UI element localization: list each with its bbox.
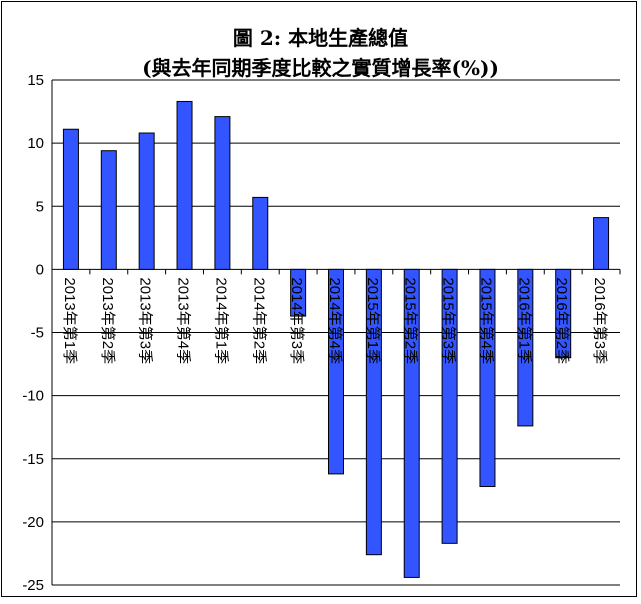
bar [403, 268, 420, 578]
category-label: 2015年第1季 [364, 277, 382, 364]
bar [214, 116, 231, 270]
y-tick-label: 15 [27, 72, 44, 89]
bar [555, 268, 572, 359]
category-label: 2013年第2季 [99, 277, 117, 364]
chart-title: 圖 2: 本地生產總值 [232, 26, 409, 50]
category-label: 2014年第2季 [250, 277, 268, 364]
y-tick-label: -15 [22, 451, 44, 468]
category-label: 2015年第2季 [402, 277, 420, 364]
category-label: 2015年第4季 [477, 277, 495, 364]
category-label: 2016年第2季 [553, 277, 571, 364]
category-label: 2013年第1季 [61, 277, 79, 364]
bar [593, 217, 610, 270]
bar [100, 150, 117, 270]
bar [176, 100, 193, 270]
category-label: 2013年第4季 [175, 277, 193, 364]
y-tick-label: 0 [36, 261, 44, 278]
chart-subtitle: (與去年同期季度比較之實質增長率(%)) [142, 56, 499, 80]
y-tick-label: -10 [22, 388, 44, 405]
y-tick-label: -20 [22, 514, 44, 531]
category-label: 2015年第3季 [440, 277, 458, 364]
bar [441, 268, 458, 544]
bar [138, 132, 155, 270]
y-tick-label: 10 [27, 135, 44, 152]
category-label: 2014年第3季 [288, 277, 306, 364]
category-label: 2014年第4季 [326, 277, 344, 364]
y-tick-label: 5 [36, 198, 44, 215]
category-label: 2016年第1季 [515, 277, 533, 364]
bar [517, 268, 534, 427]
bar [365, 268, 382, 556]
category-label: 2016年第3季 [591, 277, 609, 364]
category-label: 2014年第1季 [212, 277, 230, 364]
category-label: 2013年第3季 [137, 277, 155, 364]
bar [62, 128, 79, 270]
bar [290, 268, 307, 317]
y-tick-label: -25 [22, 577, 44, 594]
bar [252, 196, 269, 270]
bar [328, 268, 344, 475]
y-tick-label: -5 [31, 325, 44, 342]
bar [479, 268, 496, 488]
